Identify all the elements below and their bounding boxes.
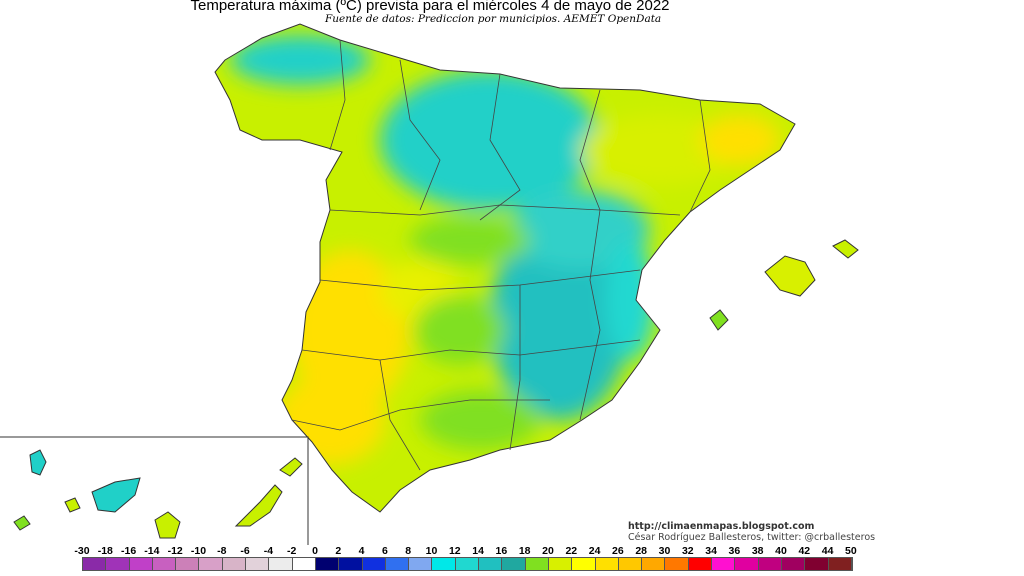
legend-swatch xyxy=(199,558,223,570)
legend-swatch xyxy=(362,558,386,570)
legend-label: 20 xyxy=(542,545,554,557)
legend-swatch xyxy=(781,558,806,570)
legend-label: -18 xyxy=(97,545,113,557)
legend-swatch xyxy=(502,558,526,570)
legend-swatch xyxy=(176,558,200,570)
canary-islands-inset xyxy=(0,436,309,545)
legend-label: 50 xyxy=(845,545,857,557)
legend-swatch xyxy=(315,558,340,570)
legend-swatch xyxy=(712,558,736,570)
legend-swatch xyxy=(129,558,153,570)
legend-swatch xyxy=(735,558,759,570)
legend-swatch xyxy=(222,558,247,570)
legend-label: -8 xyxy=(217,545,227,557)
legend-swatch xyxy=(572,558,596,570)
legend-swatch xyxy=(618,558,643,570)
legend-label: 4 xyxy=(358,545,365,557)
legend-label: -30 xyxy=(74,545,90,557)
legend-label: 30 xyxy=(658,545,671,557)
balearic-islands xyxy=(709,239,859,331)
legend-label: -14 xyxy=(144,545,160,557)
legend-label: 12 xyxy=(448,545,461,557)
legend-swatch xyxy=(479,558,503,570)
legend-swatch xyxy=(246,558,270,570)
author: César Rodríguez Ballesteros, twitter: @c… xyxy=(628,532,876,543)
legend-labels: -30 -18 -16 -14 -12 -10 -8 -6 -4 -2 0 2 4 6 8 10 12 14 16 1… xyxy=(0,545,1024,557)
legend-label: 14 xyxy=(472,545,484,557)
legend-label: 22 xyxy=(565,545,578,557)
legend-swatch xyxy=(688,558,713,570)
legend-swatch xyxy=(805,558,829,570)
legend-label: 32 xyxy=(681,545,694,557)
color-legend xyxy=(82,557,853,571)
legend-label: 38 xyxy=(751,545,764,557)
legend-swatch xyxy=(409,558,433,570)
legend-swatch xyxy=(642,558,666,570)
legend-label: -2 xyxy=(287,545,297,557)
legend-swatch xyxy=(83,558,107,570)
map-subtitle: Fuente de datos: Prediccion por municipi… xyxy=(325,13,662,25)
legend-swatch xyxy=(665,558,689,570)
legend-label: 8 xyxy=(405,545,412,557)
legend-swatch xyxy=(106,558,130,570)
legend-swatch xyxy=(525,558,549,570)
legend-label: 42 xyxy=(798,545,811,557)
legend-swatch xyxy=(595,558,619,570)
legend-label: 44 xyxy=(821,545,834,557)
legend-label: -16 xyxy=(121,545,137,557)
legend-swatch xyxy=(152,558,177,570)
legend-label: 26 xyxy=(612,545,624,557)
legend-label: -4 xyxy=(263,545,274,557)
legend-label: -12 xyxy=(167,545,183,557)
legend-label: 16 xyxy=(495,545,508,557)
legend-swatch xyxy=(455,558,480,570)
legend-label: 6 xyxy=(381,545,388,557)
legend-label: 24 xyxy=(588,545,601,557)
legend-label: 36 xyxy=(728,545,741,557)
legend-label: -10 xyxy=(190,545,207,557)
province-borders xyxy=(291,39,711,471)
legend-swatch xyxy=(269,558,293,570)
legend-swatch xyxy=(385,558,410,570)
peninsula xyxy=(215,24,795,512)
legend-label: 28 xyxy=(635,545,648,557)
legend-swatch xyxy=(432,558,456,570)
legend-label: 0 xyxy=(312,545,318,557)
credits: http://climaenmapas.blogspot.com César R… xyxy=(628,521,875,543)
blog-url[interactable]: http://climaenmapas.blogspot.com xyxy=(628,521,815,532)
legend-label: 34 xyxy=(705,545,717,557)
legend-label: 2 xyxy=(335,545,342,557)
legend-swatch xyxy=(758,558,782,570)
legend-label: -6 xyxy=(240,545,250,557)
legend-swatch xyxy=(548,558,573,570)
map-title: Temperatura máxima (ºC) prevista para el… xyxy=(190,0,670,14)
legend-label: 10 xyxy=(425,545,438,557)
legend-label: 18 xyxy=(518,545,531,557)
legend-label: 40 xyxy=(775,545,787,557)
legend-swatch xyxy=(292,558,316,570)
legend-swatch xyxy=(828,558,852,570)
legend-swatch xyxy=(339,558,363,570)
